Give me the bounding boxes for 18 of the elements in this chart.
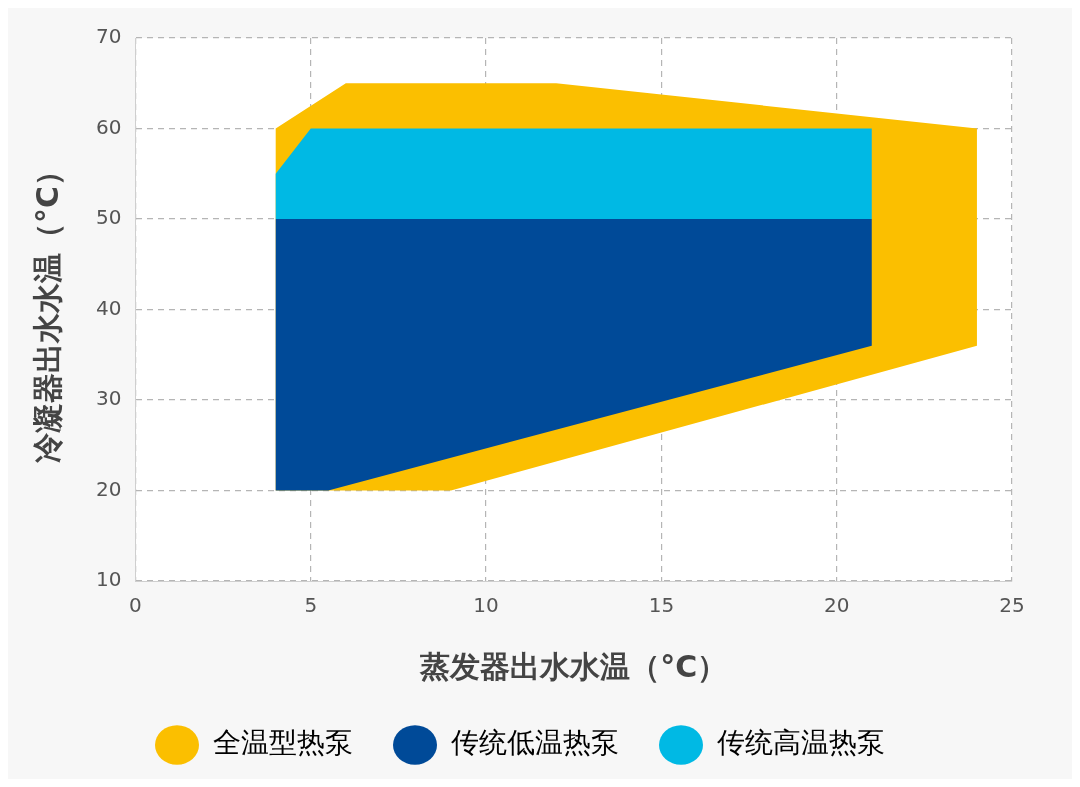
y-tick-label: 40 — [96, 295, 122, 320]
legend-label: 传统低温热泵 — [451, 726, 619, 760]
x-axis-title: 蒸发器出水水温（°C） — [419, 648, 728, 684]
legend-label: 全温型热泵 — [213, 726, 353, 760]
legend-label: 传统高温热泵 — [717, 726, 885, 760]
y-tick-label: 20 — [96, 476, 122, 501]
x-tick-label: 20 — [823, 593, 850, 618]
x-tick-label: 25 — [999, 593, 1025, 618]
y-tick-label: 60 — [96, 114, 122, 139]
x-tick-label: 10 — [473, 593, 499, 618]
x-tick-label: 0 — [129, 593, 142, 618]
x-tick-label: 5 — [304, 593, 318, 618]
x-tick-label: 15 — [648, 593, 675, 618]
y-tick-label: 70 — [96, 24, 122, 49]
y-axis-title: 冷凝器出水水温（°C） — [29, 155, 65, 464]
y-tick-label: 30 — [96, 386, 122, 411]
y-tick-label: 10 — [96, 567, 122, 592]
y-tick-label: 50 — [96, 205, 122, 230]
